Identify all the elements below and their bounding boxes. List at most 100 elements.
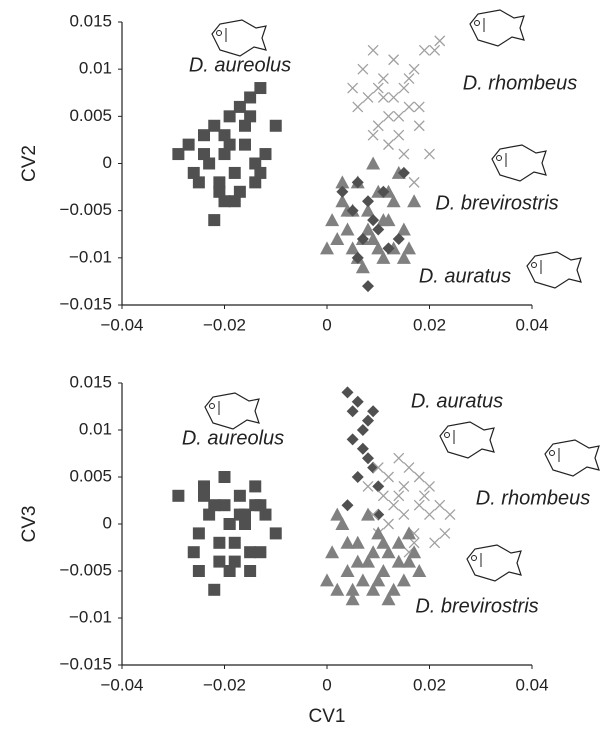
square-point	[244, 91, 257, 104]
series-label: D. rhombeus	[476, 487, 591, 509]
cross-point	[362, 480, 374, 492]
x-axis-label: CV1	[309, 706, 346, 727]
diamond-point	[336, 185, 349, 198]
cross-point	[418, 490, 430, 502]
square-point	[208, 214, 221, 227]
square-point	[254, 82, 267, 95]
square-point	[239, 518, 251, 530]
square-point	[198, 489, 210, 502]
triangle-point	[386, 582, 401, 596]
triangle-point	[361, 222, 375, 236]
fish-outline	[544, 439, 600, 477]
square-point	[233, 100, 246, 113]
y-tick-label: −0.01	[69, 247, 112, 266]
square-point	[254, 499, 267, 512]
square-point	[244, 546, 257, 559]
fish-outline	[204, 392, 260, 430]
square-point	[223, 138, 236, 151]
x-tick-label: −0.04	[100, 315, 143, 334]
triangle-point	[325, 545, 340, 559]
diamond-point	[372, 508, 385, 521]
cross-point	[413, 120, 425, 132]
square-point	[269, 119, 282, 132]
square-point	[218, 195, 231, 208]
triangle-point	[412, 564, 427, 577]
x-tick-label: −0.02	[203, 315, 246, 334]
fish-icon	[211, 19, 267, 57]
triangle-point	[391, 535, 406, 549]
square-point	[213, 555, 226, 568]
cross-point	[444, 509, 456, 521]
triangle-point	[325, 213, 340, 227]
square-point	[249, 176, 262, 189]
y-axis-label: CV2	[19, 145, 40, 182]
square-point	[198, 129, 210, 142]
y-tick-label: 0.01	[79, 419, 112, 438]
triangle-point	[320, 241, 334, 255]
square-point	[187, 546, 200, 559]
fish-outline	[466, 544, 522, 582]
square-point	[218, 499, 231, 512]
triangle-point	[402, 554, 416, 568]
fish-icon	[526, 251, 582, 289]
y-axis-label: CV3	[19, 506, 40, 543]
cross-point	[393, 129, 405, 141]
square-point	[203, 508, 216, 521]
diamond-point	[346, 204, 359, 217]
cross-point	[377, 92, 389, 103]
fish-outline	[469, 9, 525, 47]
cross-point	[388, 92, 400, 103]
square-point	[172, 489, 185, 502]
cross-point	[347, 82, 359, 94]
square-point	[192, 565, 205, 577]
series-label: D. aureolus	[182, 427, 284, 449]
triangle-point	[330, 231, 345, 245]
triangle-point	[407, 194, 422, 208]
cross-point	[377, 73, 389, 85]
y-tick-label: 0	[103, 513, 112, 532]
triangle-point	[396, 573, 411, 587]
y-tick-label: −0.015	[60, 294, 112, 313]
triangle-point	[340, 564, 355, 577]
triangle-point	[366, 231, 381, 245]
triangle-point	[320, 573, 334, 587]
triangle-point	[355, 573, 370, 587]
diamond-point	[346, 405, 359, 418]
diamond-point	[356, 442, 369, 455]
triangle-point	[371, 526, 386, 540]
diamond-point	[362, 280, 374, 293]
triangle-point	[361, 203, 375, 217]
diamond-point	[367, 461, 380, 474]
diamond-point	[392, 232, 405, 245]
x-tick-label: 0	[322, 315, 331, 334]
series-label: D. aureolus	[189, 54, 291, 76]
square-point	[254, 546, 267, 559]
square-point	[223, 518, 236, 530]
y-tick-label: 0.015	[69, 372, 112, 391]
square-point	[218, 471, 231, 483]
cross-point	[398, 480, 410, 492]
square-point	[192, 176, 205, 189]
triangle-point	[371, 573, 386, 587]
cross-point	[398, 509, 410, 521]
cross-point	[383, 139, 394, 151]
diamond-point	[377, 185, 390, 198]
triangle-point	[366, 545, 381, 559]
fish-eye	[496, 155, 502, 161]
square-point	[208, 583, 221, 596]
y-tick-label: −0.01	[69, 607, 112, 626]
square-point	[228, 536, 241, 549]
triangle-point	[396, 222, 411, 236]
triangle-point	[361, 507, 375, 521]
diamond-point	[341, 386, 354, 399]
y-tick-label: −0.005	[60, 200, 112, 219]
cross-point	[383, 110, 394, 122]
y-tick-label: 0.005	[69, 466, 112, 485]
fish-outline	[526, 251, 582, 289]
cross-point	[403, 73, 415, 85]
cross-point	[424, 480, 435, 492]
cross-point	[429, 537, 441, 549]
triangle-point	[402, 241, 416, 255]
triangle-point	[340, 535, 355, 549]
fish-eye	[474, 20, 480, 26]
